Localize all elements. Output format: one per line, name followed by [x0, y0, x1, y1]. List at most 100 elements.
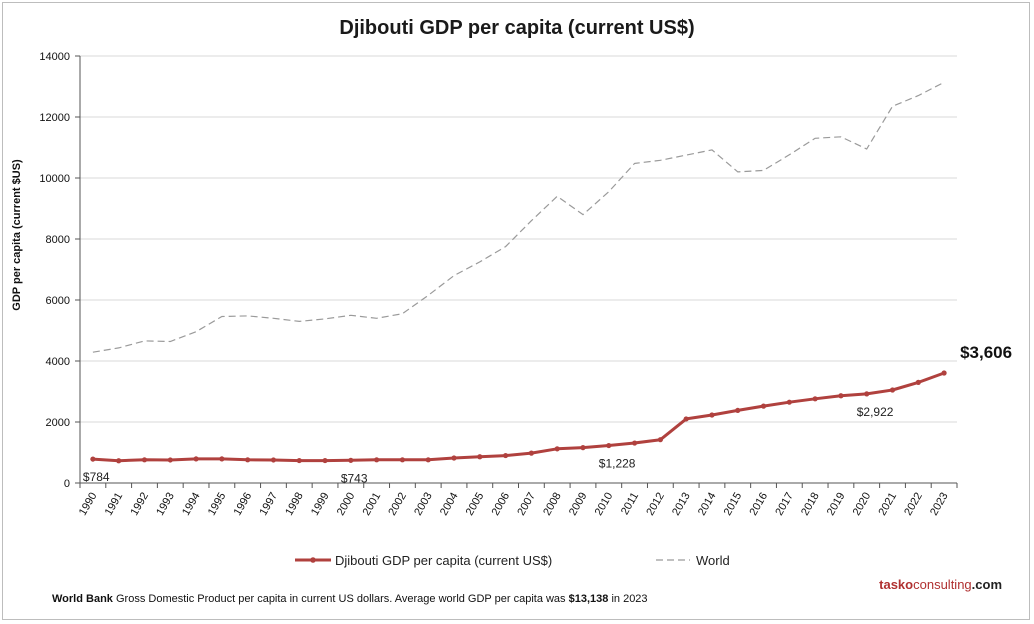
x-tick-label: 2020 — [851, 491, 874, 518]
x-tick-label: 2019 — [825, 491, 848, 518]
y-tick-label: 10000 — [39, 173, 70, 185]
data-point-djibouti — [941, 370, 947, 376]
x-tick-label: 1993 — [154, 491, 177, 518]
data-point-djibouti — [167, 457, 173, 463]
y-tick-label: 8000 — [46, 234, 70, 246]
data-point-djibouti — [606, 442, 612, 449]
data-point-djibouti — [219, 456, 225, 462]
data-point-djibouti — [528, 450, 534, 456]
x-tick-label: 2008 — [541, 491, 564, 518]
data-point-djibouti — [451, 455, 457, 461]
series-layer — [90, 81, 947, 464]
data-point-djibouti — [374, 457, 380, 463]
footer-source: World Bank — [52, 593, 113, 605]
x-tick-label: 2021 — [876, 491, 899, 518]
chart-title: Djibouti GDP per capita (current US$) — [339, 17, 694, 39]
x-tick-label: 1995 — [206, 491, 229, 518]
x-tick-label: 1997 — [257, 491, 280, 518]
brand-logo[interactable]: taskoconsulting.com — [879, 577, 1002, 592]
footer-description: Gross Domestic Product per capita in cur… — [115, 593, 566, 605]
data-point-djibouti — [141, 457, 148, 463]
data-point-djibouti — [425, 457, 431, 463]
x-tick-label: 1992 — [128, 491, 151, 518]
data-point-djibouti — [580, 445, 586, 451]
data-point-djibouti — [503, 452, 509, 459]
data-point-djibouti — [631, 440, 638, 446]
y-tick-label: 12000 — [39, 112, 70, 124]
data-point-djibouti — [760, 403, 767, 409]
data-label: $1,228 — [599, 457, 636, 471]
x-tick-label: 2013 — [670, 491, 693, 518]
x-tick-label: 2004 — [438, 491, 461, 518]
brand-part-2: consulting — [913, 577, 972, 592]
data-point-djibouti — [296, 457, 302, 464]
x-tick-label: 2010 — [593, 491, 616, 518]
y-tick-label: 2000 — [46, 417, 70, 429]
y-tick-label: 0 — [64, 478, 70, 490]
legend-label-world: World — [696, 553, 730, 568]
y-tick-label: 6000 — [46, 295, 70, 307]
x-tick-label: 2007 — [515, 491, 538, 518]
y-tick-label: 4000 — [46, 356, 70, 368]
data-point-djibouti — [193, 456, 199, 462]
data-point-djibouti — [683, 416, 689, 422]
data-label: $3,606 — [960, 343, 1012, 362]
x-tick-label: 2001 — [361, 491, 384, 518]
data-label: $2,922 — [857, 405, 894, 419]
data-point-djibouti — [245, 457, 251, 463]
footer-note: World Bank Gross Domestic Product per ca… — [52, 593, 648, 605]
data-point-djibouti — [709, 412, 715, 418]
data-point-djibouti — [270, 457, 277, 463]
x-tick-label: 2018 — [799, 491, 822, 518]
y-tick-label: 14000 — [39, 51, 70, 63]
brand-part-3: .com — [971, 577, 1002, 592]
data-point-djibouti — [864, 391, 870, 397]
x-tick-label: 2012 — [644, 491, 667, 518]
data-point-djibouti — [889, 387, 896, 393]
series-line-djibouti — [92, 371, 945, 463]
data-point-djibouti — [322, 457, 328, 464]
x-tick-label: 2003 — [412, 491, 435, 518]
data-point-djibouti — [786, 399, 792, 405]
annotations: $784 $743 $1,228 $2,922 $3,606 — [83, 343, 1012, 485]
data-point-djibouti — [812, 396, 818, 402]
x-tick-label: 2022 — [902, 491, 925, 518]
x-tick-label: 2016 — [748, 491, 771, 518]
x-tick-label: 1990 — [77, 491, 100, 518]
data-point-djibouti — [116, 458, 122, 464]
footer-suffix: in 2023 — [611, 593, 648, 605]
data-point-djibouti — [838, 393, 844, 399]
x-tick-label: 2023 — [928, 491, 951, 518]
x-tick-label: 2000 — [335, 491, 358, 518]
x-tick-label: 1991 — [103, 491, 126, 518]
data-point-djibouti — [399, 457, 406, 463]
data-label: $743 — [341, 471, 368, 485]
x-tick-label: 2015 — [722, 491, 745, 518]
x-tick-label: 2011 — [619, 491, 641, 517]
y-axis-label: GDP per capita (current $US) — [11, 159, 23, 311]
data-point-djibouti — [554, 446, 560, 452]
x-tick-label: 1998 — [283, 491, 306, 518]
axes — [79, 56, 958, 488]
data-label: $784 — [83, 470, 110, 484]
data-point-djibouti — [477, 454, 483, 460]
x-tick-label: 1994 — [180, 491, 203, 518]
data-point-djibouti — [735, 407, 741, 414]
x-tick-label: 2014 — [696, 491, 719, 518]
gridlines — [75, 55, 957, 484]
data-point-djibouti — [915, 379, 921, 385]
x-tick-label: 1999 — [309, 491, 332, 518]
data-point-djibouti — [90, 456, 96, 462]
x-tick-label: 2006 — [490, 490, 513, 517]
x-tick-label: 2002 — [386, 491, 409, 518]
x-tick-label: 2009 — [567, 491, 590, 518]
data-point-djibouti — [348, 457, 354, 463]
brand-part-1: tasko — [879, 577, 914, 592]
x-tick-label: 2017 — [773, 491, 796, 518]
y-tick-labels: 0 2000 4000 6000 8000 10000 12000 14000 — [39, 51, 70, 490]
x-tick-labels: 1990 1991 1992 1993 1994 1995 1996 1997 1998 1999… — [77, 490, 951, 517]
data-point-djibouti — [657, 437, 663, 443]
footer-highlight: $13,138 — [568, 593, 609, 605]
